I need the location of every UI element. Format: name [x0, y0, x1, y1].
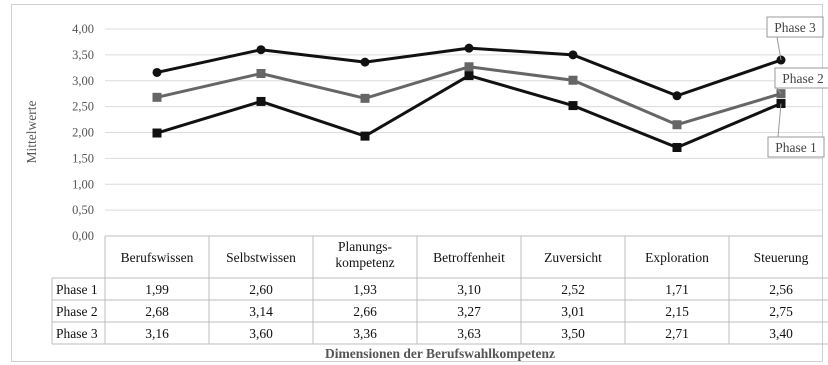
category-label: Zuversicht	[544, 250, 602, 265]
table-cell: 1,99	[145, 282, 169, 297]
table-cell: 2,56	[769, 282, 793, 297]
table-cell: 1,71	[665, 282, 689, 297]
y-axis-label: Mittelwerte	[24, 101, 39, 164]
series-callout-label: Phase 1	[775, 140, 817, 155]
table-cell: 2,60	[249, 282, 273, 297]
table-cell: 3,60	[249, 326, 273, 341]
table-cell: 3,50	[561, 326, 585, 341]
data-point	[152, 67, 162, 77]
category-label: Berufswissen	[121, 250, 194, 265]
gridlines	[105, 28, 822, 237]
data-point	[256, 96, 266, 106]
series-lines	[152, 43, 786, 153]
table-cell: 2,75	[769, 304, 793, 319]
table-cell: 2,52	[561, 282, 585, 297]
callout-leader	[776, 87, 782, 94]
data-point	[568, 50, 578, 60]
table-cell: 3,10	[457, 282, 481, 297]
data-point	[464, 62, 474, 72]
x-axis-label: Dimensionen der Berufswahlkompetenz	[325, 346, 555, 361]
series-callout-label: Phase 3	[774, 20, 816, 35]
y-tick-label: 3,50	[72, 48, 94, 62]
table-cell: 2,71	[665, 326, 689, 341]
y-tick-label: 2,00	[72, 126, 94, 140]
table-cell: 3,27	[457, 304, 481, 319]
table-cell: 2,68	[145, 304, 169, 319]
data-point	[152, 128, 162, 138]
y-axis-ticks: 0,00 0,50 1,00 1,50 2,00 2,50 3,00 3,50 4,00	[72, 22, 94, 243]
table-cell: 3,63	[457, 326, 481, 341]
table-cell: 3,01	[561, 304, 585, 319]
table-row-label: Phase 1	[56, 282, 98, 297]
data-table: Berufswissen Selbstwissen Planungs-kompete…	[51, 236, 828, 345]
category-label: Exploration	[645, 250, 709, 265]
table-cell: 2,15	[665, 304, 689, 319]
data-point	[152, 92, 162, 102]
data-point	[672, 91, 682, 101]
callout-box	[767, 136, 825, 158]
data-point	[568, 75, 578, 85]
y-tick-label: 1,00	[72, 177, 94, 191]
y-tick-label: 4,00	[72, 22, 94, 36]
table-cell: 3,40	[769, 326, 793, 341]
data-point	[672, 120, 682, 130]
table-cell: 2,66	[353, 304, 377, 319]
table-cell: 3,36	[353, 326, 377, 341]
category-label: Selbstwissen	[226, 250, 296, 265]
y-tick-label: 1,50	[72, 151, 94, 165]
data-point	[360, 93, 370, 103]
callout-leader	[777, 103, 782, 138]
data-point	[568, 101, 578, 111]
data-point	[464, 71, 474, 81]
data-point	[464, 43, 474, 53]
table-row-label: Phase 3	[56, 326, 98, 341]
category-label: Planungs-kompetenz	[335, 239, 394, 270]
table-cell: 1,93	[353, 282, 377, 297]
table-cell: 3,16	[145, 326, 169, 341]
callout-box	[774, 67, 828, 89]
chart-frame	[11, 4, 823, 362]
category-label: Steuerung	[754, 250, 809, 265]
data-point	[360, 131, 370, 141]
data-point	[256, 69, 266, 79]
y-tick-label: 2,50	[72, 100, 94, 114]
table-cell: 3,14	[249, 304, 273, 319]
series-callout-label: Phase 2	[782, 71, 824, 86]
data-point	[776, 55, 786, 65]
series-line	[156, 74, 782, 150]
y-tick-label: 0,50	[72, 203, 94, 217]
series-callouts: Phase 1 Phase 2 Phase 3	[766, 16, 828, 158]
data-point	[256, 45, 266, 55]
y-tick-label: 3,00	[72, 74, 94, 88]
data-point	[360, 57, 370, 67]
callout-box	[766, 16, 824, 38]
y-tick-label: 0,00	[72, 229, 94, 243]
category-label: Betroffenheit	[433, 250, 505, 265]
table-row-label: Phase 2	[56, 304, 98, 319]
data-point	[672, 143, 682, 153]
callout-leader	[776, 36, 782, 61]
